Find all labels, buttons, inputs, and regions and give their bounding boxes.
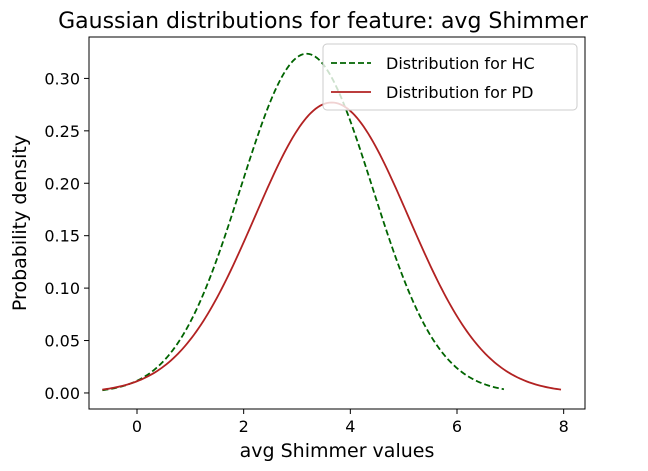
legend-label: Distribution for PD	[386, 83, 533, 102]
plot-frame	[88, 36, 586, 410]
x-tick-label: 6	[452, 417, 462, 436]
series-line-hc	[102, 52, 505, 392]
y-tick-label: 0.15	[44, 227, 80, 246]
chart-title: Gaussian distributions for feature: avg …	[58, 9, 589, 34]
x-tick-label: 8	[559, 417, 569, 436]
legend-box	[322, 43, 578, 111]
x-axis: 0 2 4 6 8	[132, 409, 569, 436]
y-tick-label: 0.20	[44, 174, 80, 193]
legend: Distribution for HC Distribution for PD	[322, 43, 578, 111]
y-tick-label: 0.25	[44, 122, 80, 141]
y-tick-label: 0.00	[44, 384, 80, 403]
x-axis-label: avg Shimmer values	[240, 440, 435, 462]
y-axis: 0.00 0.05 0.10 0.15 0.20 0.25 0.30	[44, 69, 89, 403]
y-axis-label: Probability density	[9, 135, 31, 311]
x-tick-label: 4	[345, 417, 355, 436]
x-tick-label: 0	[132, 417, 142, 436]
y-tick-label: 0.05	[44, 332, 80, 351]
y-tick-label: 0.10	[44, 279, 80, 298]
legend-label: Distribution for HC	[386, 54, 535, 73]
y-tick-label: 0.30	[44, 69, 80, 88]
x-tick-label: 2	[239, 417, 249, 436]
